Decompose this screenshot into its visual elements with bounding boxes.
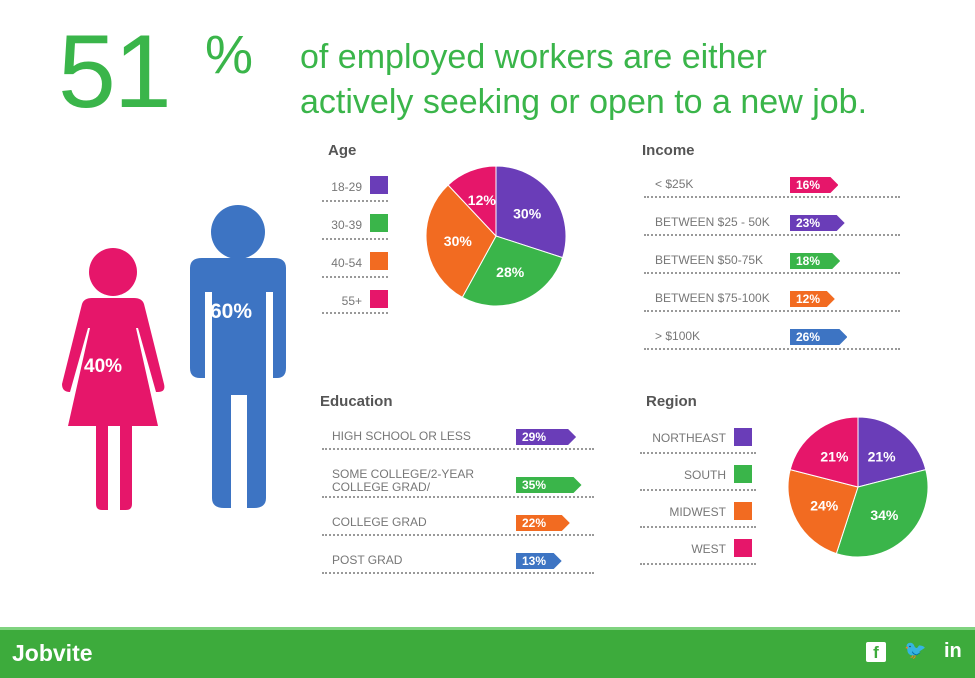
- twitter-icon[interactable]: 🐦: [904, 640, 927, 660]
- bar-label: HIGH SCHOOL OR LESS: [332, 429, 471, 443]
- divider: [322, 200, 388, 202]
- bar-label: SOME COLLEGE/2-YEAR COLLEGE GRAD/: [332, 467, 475, 495]
- age-legend-label: 18-29: [331, 180, 362, 194]
- gender-figures: [62, 205, 286, 510]
- pie-slice-label: 21%: [820, 449, 849, 465]
- divider: [322, 238, 388, 240]
- bar-label: POST GRAD: [332, 553, 403, 567]
- pie-slice-label: 12%: [468, 192, 497, 208]
- bar: 12%: [790, 291, 835, 307]
- divider: [644, 234, 900, 236]
- region-legend-label: SOUTH: [684, 468, 726, 482]
- divider: [644, 310, 900, 312]
- divider: [322, 534, 594, 536]
- male-figure: [190, 205, 286, 508]
- bar: 26%: [790, 329, 847, 345]
- pie-slice: [495, 165, 567, 259]
- brand-logo: Jobvite: [12, 640, 93, 666]
- region-pie-chart: 21% 34% 24% 21%: [787, 416, 929, 558]
- region-legend-swatch: [734, 465, 752, 483]
- bar-label: COLLEGE GRAD: [332, 515, 427, 529]
- bar-label: < $25K: [655, 177, 694, 191]
- income-title: Income: [642, 142, 695, 159]
- divider: [640, 526, 756, 528]
- bar: 18%: [790, 253, 840, 269]
- divider: [322, 448, 594, 450]
- region-legend-swatch: [734, 428, 752, 446]
- divider: [322, 312, 388, 314]
- headline-percent-sign: %: [205, 25, 254, 85]
- divider: [640, 489, 756, 491]
- age-title: Age: [328, 142, 357, 159]
- pie-slice-label: 21%: [868, 449, 897, 465]
- bar-label: BETWEEN $75-100K: [655, 291, 770, 305]
- pie-slice-label: 30%: [444, 233, 473, 249]
- divider: [644, 196, 900, 198]
- pie-slice-label: 30%: [513, 205, 542, 221]
- region-legend-label: WEST: [691, 542, 726, 556]
- bar-label: > $100K: [655, 329, 701, 343]
- bar: 16%: [790, 177, 838, 193]
- pie-slice: [787, 468, 859, 555]
- bar: 29%: [516, 429, 576, 445]
- bar-label: BETWEEN $50-75K: [655, 253, 764, 267]
- linkedin-icon[interactable]: in: [944, 640, 962, 662]
- age-pie-chart: 30% 28% 30% 12%: [425, 165, 567, 307]
- region-legend-swatch: [734, 502, 752, 520]
- pie-slice-label: 34%: [870, 507, 899, 523]
- pie-slice: [461, 235, 564, 307]
- headline-number: 51: [58, 14, 172, 130]
- education-title: Education: [320, 393, 393, 410]
- divider: [322, 572, 594, 574]
- male-percent-label: 60%: [210, 300, 253, 323]
- pie-slice-label: 28%: [496, 264, 525, 280]
- facebook-icon[interactable]: f: [866, 642, 886, 662]
- headline-line-2: actively seeking or open to a new job.: [300, 83, 868, 121]
- age-legend-label: 55+: [341, 294, 362, 308]
- divider: [644, 272, 900, 274]
- pie-slice-label: 24%: [810, 498, 839, 514]
- pie-slice: [789, 416, 859, 488]
- bar: 35%: [516, 477, 582, 493]
- age-legend-swatch: [370, 176, 388, 194]
- region-legend-label: NORTHEAST: [652, 431, 726, 445]
- region-legend-label: MIDWEST: [669, 505, 726, 519]
- divider: [644, 348, 900, 350]
- pie-slice: [857, 416, 927, 488]
- pie-slice: [835, 468, 929, 558]
- female-percent-label: 40%: [84, 356, 123, 377]
- age-legend-swatch: [370, 290, 388, 308]
- age-legend-label: 40-54: [331, 256, 362, 270]
- divider: [322, 496, 594, 498]
- footer-bar: [0, 627, 975, 678]
- bar-label: BETWEEN $25 - 50K: [655, 215, 770, 229]
- bar: 23%: [790, 215, 845, 231]
- age-legend-label: 30-39: [331, 218, 362, 232]
- bar: 13%: [516, 553, 562, 569]
- female-figure: [62, 248, 165, 510]
- age-legend-swatch: [370, 214, 388, 232]
- pie-slice: [425, 184, 497, 299]
- region-legend-swatch: [734, 539, 752, 557]
- divider: [640, 563, 756, 565]
- age-legend-swatch: [370, 252, 388, 270]
- headline-line-1: of employed workers are either: [300, 38, 767, 76]
- bar: 22%: [516, 515, 570, 531]
- region-title: Region: [646, 393, 697, 410]
- divider: [640, 452, 756, 454]
- divider: [322, 276, 388, 278]
- pie-slice: [447, 165, 497, 238]
